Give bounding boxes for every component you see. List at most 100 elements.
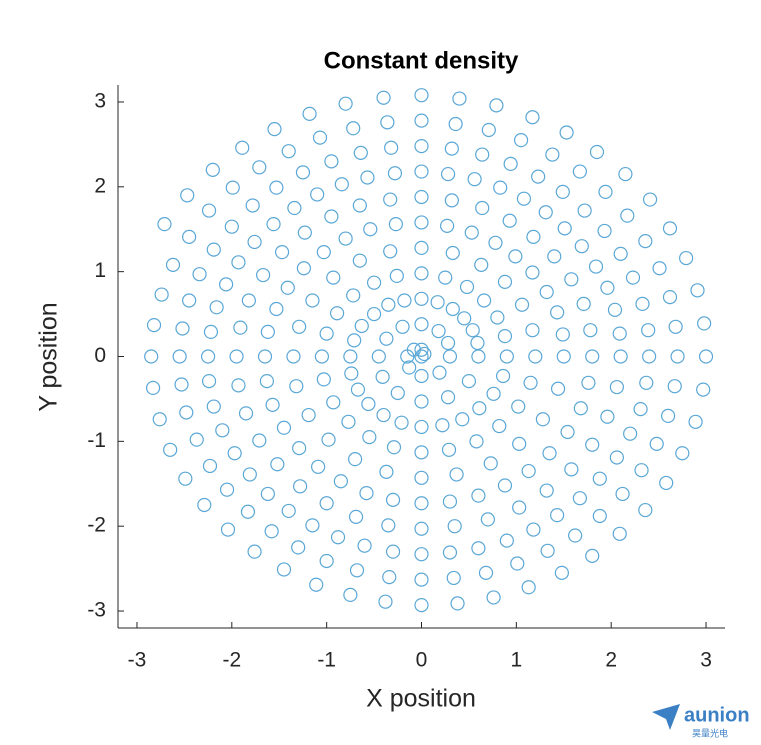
- scatter-point: [512, 500, 527, 515]
- scatter-point: [296, 261, 311, 276]
- x-tick-label: 1: [511, 649, 523, 672]
- scatter-point: [324, 209, 339, 224]
- scatter-point: [179, 405, 194, 420]
- scatter-point: [481, 122, 496, 138]
- scatter-point: [414, 291, 429, 306]
- scatter-point: [402, 360, 417, 375]
- x-axis-label: X position: [366, 685, 476, 713]
- scatter-point: [585, 548, 600, 563]
- scatter-point: [375, 369, 390, 384]
- scatter-point: [414, 189, 429, 205]
- scatter-point: [612, 526, 627, 541]
- scatter-point: [696, 382, 711, 397]
- scatter-point: [431, 323, 446, 339]
- scatter-point: [576, 296, 591, 311]
- scatter-point: [475, 200, 490, 216]
- scatter-point: [341, 414, 356, 429]
- scatter-point: [329, 306, 345, 321]
- scatter-point: [512, 436, 527, 451]
- scatter-point: [577, 203, 592, 218]
- scatter-point: [620, 208, 635, 223]
- scatter-point: [486, 590, 501, 605]
- scatter-point: [292, 441, 307, 456]
- scatter-point: [201, 203, 217, 218]
- scatter-point: [609, 450, 624, 465]
- scatter-point: [465, 323, 480, 338]
- scatter-point: [471, 541, 486, 556]
- scatter-point: [264, 524, 279, 539]
- scatter-point: [623, 426, 638, 441]
- scatter-point: [281, 503, 296, 519]
- scatter-point: [347, 333, 362, 348]
- scatter-point: [338, 231, 353, 246]
- scatter-point: [348, 509, 364, 524]
- scatter-point: [206, 242, 221, 257]
- y-tick-label: 1: [94, 259, 106, 282]
- scatter-point: [333, 474, 348, 489]
- x-tick-label: 3: [700, 649, 712, 672]
- scatter-point: [521, 463, 536, 479]
- scatter-point: [414, 597, 429, 613]
- scatter-point: [383, 192, 398, 207]
- scatter-point: [615, 486, 630, 502]
- scatter-point: [493, 180, 508, 195]
- scatter-point: [269, 301, 284, 317]
- scatter-point: [240, 504, 256, 519]
- scatter-point: [559, 125, 574, 140]
- scatter-point: [662, 290, 678, 305]
- scatter-point: [220, 522, 236, 537]
- scatter-point: [414, 88, 429, 103]
- scatter-point: [360, 170, 375, 185]
- scatter-point: [440, 335, 456, 351]
- scatter-point: [385, 544, 401, 559]
- scatter-point: [521, 580, 536, 595]
- scatter-point: [497, 478, 513, 493]
- y-axis-label: Y position: [35, 302, 63, 411]
- scatter-point: [513, 133, 529, 148]
- scatter-point: [343, 349, 358, 364]
- scatter-point: [414, 240, 429, 255]
- scatter-point: [319, 553, 334, 569]
- scatter-point: [555, 184, 570, 200]
- scatter-point: [526, 522, 541, 537]
- scatter-point: [531, 169, 546, 184]
- scatter-point: [383, 244, 398, 259]
- scatter-point: [386, 440, 402, 455]
- scatter-point: [201, 374, 217, 389]
- scatter-point: [495, 368, 511, 384]
- chart-title: Constant density: [324, 47, 519, 74]
- scatter-point: [442, 494, 458, 509]
- scatter-point: [312, 130, 328, 145]
- scatter-point: [612, 326, 627, 341]
- x-tick-label: -1: [317, 649, 336, 672]
- scatter-point: [305, 518, 320, 533]
- scatter-point: [698, 349, 714, 364]
- scatter-point: [384, 140, 399, 155]
- scatter-point: [442, 349, 458, 364]
- scatter-point: [489, 98, 504, 113]
- scatter-point: [679, 250, 694, 266]
- scatter-point: [523, 375, 538, 390]
- scatter-point: [547, 249, 562, 264]
- scatter-point: [583, 323, 598, 338]
- scatter-point: [305, 293, 320, 308]
- scatter-point: [235, 140, 250, 155]
- scatter-point: [175, 321, 190, 336]
- scatter-point: [349, 563, 365, 578]
- scatter-point: [449, 467, 464, 482]
- scatter-point: [528, 349, 543, 364]
- scatter-point: [476, 293, 492, 308]
- scatter-point: [319, 496, 334, 511]
- scatter-point: [492, 418, 507, 434]
- scatter-point: [414, 317, 429, 332]
- scatter-point: [231, 255, 246, 270]
- scatter-point: [446, 570, 461, 586]
- scatter-point: [311, 459, 326, 474]
- y-tick-label: -2: [87, 514, 106, 537]
- scatter-point: [314, 349, 330, 364]
- scatter-point: [414, 113, 429, 128]
- scatter-point: [690, 283, 705, 298]
- scatter-point: [539, 284, 554, 300]
